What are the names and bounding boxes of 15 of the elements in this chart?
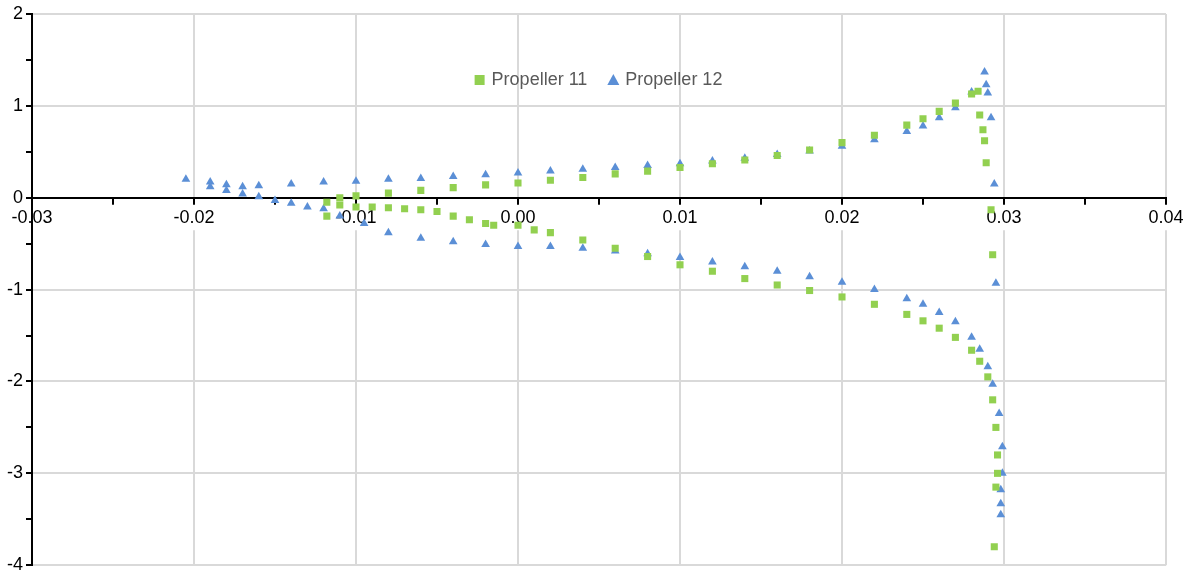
x-tick-label: 0.03 bbox=[986, 206, 1022, 227]
y-tick-label: 2 bbox=[12, 2, 23, 23]
y-tick-label: -1 bbox=[6, 278, 23, 299]
x-tick-label: 0.00 bbox=[500, 206, 536, 227]
y-tick-label: 1 bbox=[12, 94, 23, 115]
x-tick-label: 0.02 bbox=[824, 206, 860, 227]
x-tick-label: 0.01 bbox=[662, 206, 698, 227]
y-tick-label: -2 bbox=[6, 370, 23, 391]
legend-label: Propeller 11 bbox=[491, 68, 588, 89]
y-tick-label: -4 bbox=[6, 554, 23, 575]
y-tick-label: -3 bbox=[6, 462, 23, 483]
y-tick-label: 0 bbox=[12, 186, 23, 207]
x-tick-label: 0.04 bbox=[1148, 206, 1184, 227]
legend-label: Propeller 12 bbox=[625, 68, 723, 89]
x-tick-label: -0.02 bbox=[173, 206, 215, 227]
